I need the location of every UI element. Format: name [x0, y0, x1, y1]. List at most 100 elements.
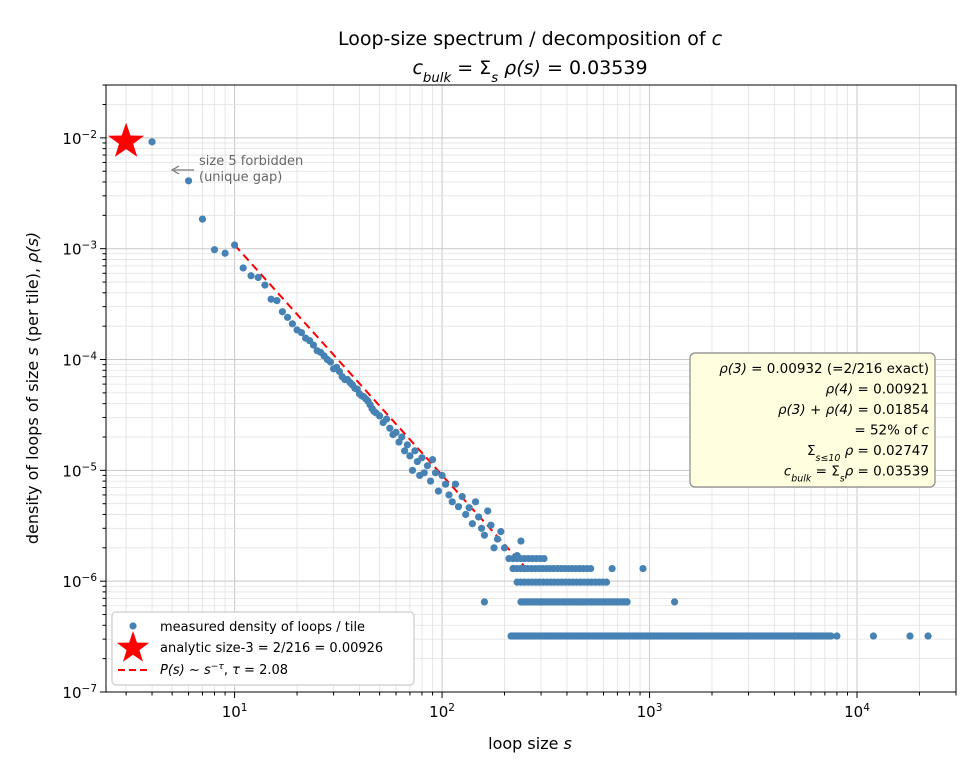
data-point: [184, 177, 193, 185]
data-point: [438, 471, 446, 480]
data-point: [403, 441, 411, 449]
annotation-line2: (unique gap): [199, 170, 282, 185]
data-point: [500, 544, 509, 552]
data-point: [326, 358, 335, 366]
data-point: [408, 466, 417, 474]
data-point: [480, 531, 489, 539]
y-tick-label: 10−6: [62, 572, 97, 591]
data-point: [239, 264, 247, 272]
data-point: [639, 564, 647, 573]
data-point: [210, 246, 219, 254]
data-point: [283, 313, 292, 321]
data-point: [451, 480, 460, 488]
data-point: [924, 632, 932, 640]
data-point: [670, 598, 679, 606]
info-box-lines: ρ(3) = 0.00932 (=2/216 exact) ρ(4) = 0.00…: [719, 361, 929, 484]
size5-annotation: size 5 forbidden (unique gap): [170, 154, 303, 185]
legend-marker-measured: [129, 622, 137, 630]
data-point: [487, 521, 495, 529]
data-point: [230, 241, 239, 249]
data-point: [198, 215, 207, 223]
data-point: [484, 507, 492, 515]
data-point: [434, 487, 442, 495]
data-point: [221, 249, 229, 257]
y-tick-label: 10−5: [62, 461, 97, 480]
grid-lines: [106, 84, 957, 693]
data-point: [418, 454, 426, 462]
y-axis-label: density of loops of size s (per tile), ρ…: [23, 232, 42, 544]
legend-label-fit: P(s) ~ s−τ, τ = 2.08: [160, 662, 288, 678]
legend-background: [111, 611, 415, 686]
data-point: [278, 308, 287, 316]
data-point: [426, 477, 435, 485]
data-point: [540, 554, 548, 563]
data-point: [517, 537, 525, 545]
data-point: [401, 447, 409, 455]
chart-subtitle: cbulk = Σs ρ(s) = 0.03539: [412, 57, 647, 86]
data-point: [382, 415, 391, 423]
data-point: [261, 281, 269, 289]
data-point: [406, 452, 414, 460]
y-tick-label: 10−3: [62, 240, 97, 259]
data-point: [148, 138, 156, 146]
data-point: [869, 632, 878, 640]
x-tick-label: 102: [429, 702, 455, 721]
info-box-line: = 52% of c: [854, 423, 929, 439]
legend-label-analytic: analytic size-3 = 2/216 = 0.00926: [160, 641, 383, 656]
axis-ticks: 101 102 103 104 10−7 10−6 10−5 10−4 10−3 10−2: [62, 84, 957, 721]
data-point: [273, 297, 281, 305]
info-box-line: cbulk = Σsρ = 0.03539: [784, 464, 929, 485]
analytic-star: [108, 122, 145, 157]
data-point: [267, 295, 275, 303]
info-box-line: ρ(3) + ρ(4) = 0.01854: [778, 402, 929, 418]
info-box-line: ρ(4) = 0.00921: [826, 382, 929, 398]
data-point: [445, 491, 453, 499]
data-point: [480, 598, 489, 606]
fit-line-group: [233, 244, 526, 568]
data-point: [623, 598, 631, 606]
info-box-background: [689, 352, 936, 488]
legend-marker-analytic: [116, 631, 150, 662]
data-point: [602, 578, 611, 586]
data-point: [428, 456, 437, 464]
y-tick-label: 10−7: [62, 683, 97, 702]
data-point: [906, 632, 914, 640]
data-point: [833, 632, 841, 640]
data-point: [458, 492, 466, 501]
data-point: [376, 412, 384, 420]
info-box-line: ρ(3) = 0.00932 (=2/216 exact): [719, 361, 929, 377]
data-point: [587, 564, 595, 573]
measured-points: [148, 138, 932, 640]
data-point: [441, 480, 450, 488]
analytic-point-group: [108, 122, 145, 157]
data-point: [392, 428, 400, 437]
info-box-line: Σs≤10 ρ = 0.02747: [807, 443, 929, 464]
data-point: [493, 535, 502, 543]
data-point: [465, 504, 473, 512]
data-point: [497, 528, 505, 536]
y-tick-label: 10−2: [62, 129, 97, 148]
legend: measured density of loops / tile analyti…: [111, 611, 415, 686]
data-point: [454, 503, 463, 511]
data-point: [297, 328, 306, 337]
x-tick-label: 103: [637, 702, 663, 721]
data-point: [827, 632, 835, 640]
legend-label-measured: measured density of loops / tile: [160, 620, 365, 635]
data-point: [386, 424, 394, 432]
data-point: [423, 462, 432, 470]
x-tick-label: 104: [844, 702, 870, 721]
data-point: [254, 273, 262, 282]
x-axis-label: loop size s: [488, 734, 572, 753]
data-point: [309, 341, 318, 349]
data-point: [288, 320, 297, 328]
data-point: [477, 524, 486, 532]
data-point: [468, 520, 476, 528]
chart-title: Loop-size spectrum / decomposition of c: [338, 28, 723, 50]
data-point: [398, 433, 406, 441]
x-tick-label: 101: [222, 702, 248, 721]
data-point: [471, 498, 480, 506]
plot-frame: [105, 84, 957, 693]
data-point: [608, 564, 616, 573]
annotation-line1: size 5 forbidden: [199, 154, 303, 169]
